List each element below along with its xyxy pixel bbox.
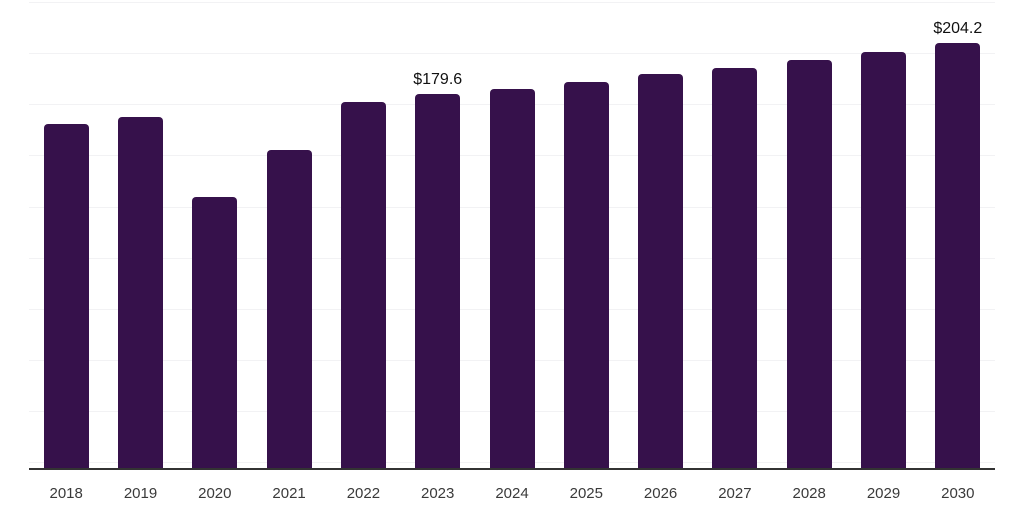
bar-2026 [638, 74, 684, 470]
bar-2018 [43, 124, 89, 470]
x-axis-line [29, 468, 995, 470]
x-axis-label-2020: 2020 [198, 485, 232, 502]
bar-2028 [786, 60, 832, 470]
gridline [29, 2, 995, 4]
x-axis-label-2019: 2019 [123, 485, 158, 502]
bar-2019 [118, 116, 163, 470]
x-axis-label-2025: 2025 [569, 485, 603, 502]
data-label-2023: $179.6 [413, 70, 463, 88]
bar-2029 [861, 51, 906, 470]
x-axis-label-2027: 2027 [718, 485, 752, 502]
x-axis-label-2029: 2029 [866, 485, 901, 502]
x-axis-label-2023: 2023 [421, 485, 455, 502]
bar-2021 [266, 150, 312, 470]
plot-area: $179.6 $204.2 [29, 0, 995, 470]
x-axis-label-2024: 2024 [495, 485, 529, 502]
bar-2025 [563, 81, 609, 470]
bar-2023 [415, 93, 461, 470]
x-axis-label-2026: 2026 [643, 485, 678, 502]
bar-2030 [935, 43, 981, 470]
bar-2020 [192, 196, 238, 470]
data-label-2030: $204.2 [933, 20, 983, 38]
bar-2027 [712, 68, 758, 470]
gridline [29, 53, 995, 55]
x-axis-label-2022: 2022 [346, 485, 381, 502]
x-axis-label-2021: 2021 [272, 485, 306, 502]
x-axis-label-2028: 2028 [792, 485, 826, 502]
bar-2022 [340, 101, 386, 470]
bar-2024 [489, 89, 535, 470]
x-axis-label-2018: 2018 [49, 485, 83, 502]
x-axis-label-2030: 2030 [941, 485, 975, 502]
